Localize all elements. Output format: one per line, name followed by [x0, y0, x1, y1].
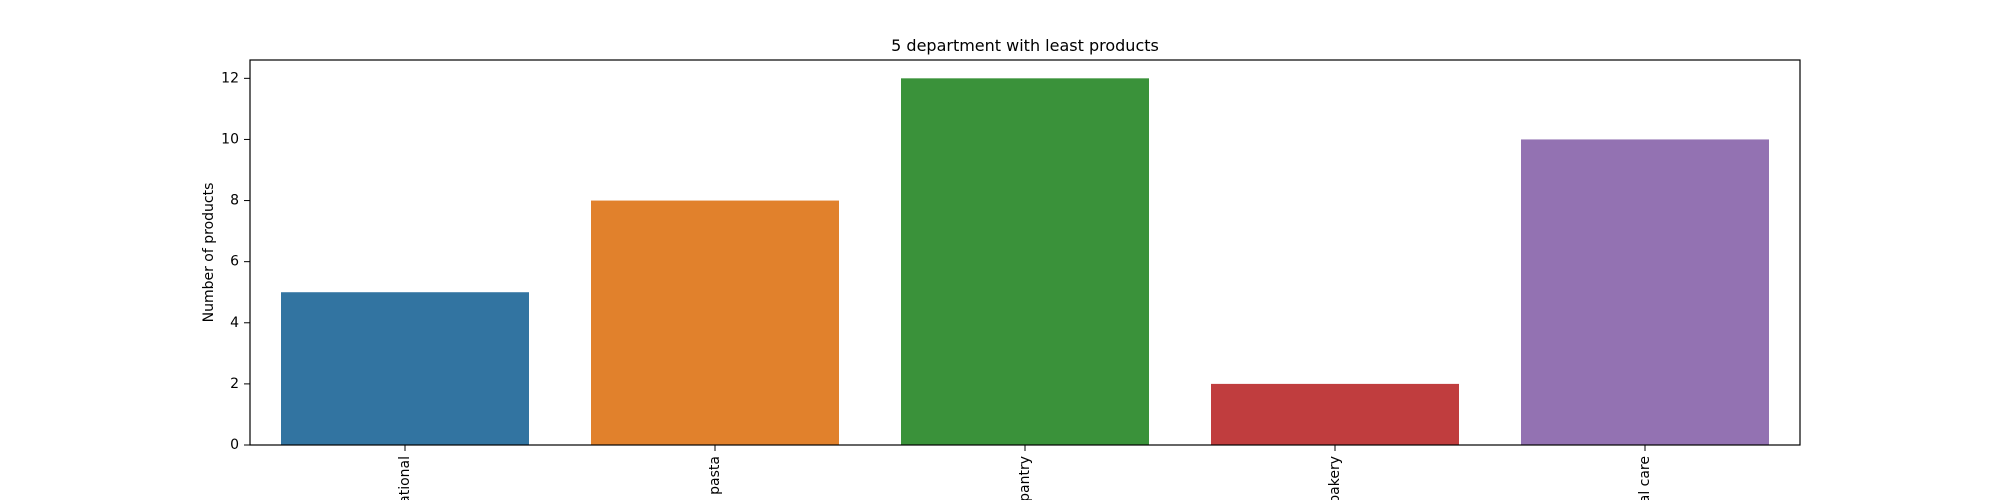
bar-5	[1521, 139, 1769, 445]
y-tick-label-10: 10	[221, 131, 239, 147]
bar-1	[281, 292, 529, 445]
y-tick-label-8: 8	[230, 193, 239, 209]
x-axis: ational pasta pantry bakery al care	[397, 445, 1653, 500]
x-tick-label-4: bakery	[1327, 456, 1343, 500]
bars-group	[281, 78, 1769, 445]
x-tick-label-1: ational	[397, 456, 413, 500]
y-tick-label-12: 12	[221, 70, 239, 86]
y-tick-label-6: 6	[230, 254, 239, 270]
y-axis-label: Number of products	[201, 183, 217, 323]
y-axis: 0 2 4 6 8 10 12	[221, 70, 250, 453]
x-tick-label-3: pantry	[1017, 456, 1033, 500]
bar-4	[1211, 383, 1459, 445]
y-tick-label-0: 0	[230, 437, 239, 453]
y-tick-label-4: 4	[230, 315, 239, 331]
x-tick-label-5: al care	[1637, 456, 1653, 500]
x-tick-label-2: pasta	[707, 456, 723, 495]
bar-3	[901, 78, 1149, 445]
bar-2	[591, 200, 839, 445]
y-tick-label-2: 2	[230, 376, 239, 392]
chart-title: 5 department with least products	[891, 36, 1159, 55]
